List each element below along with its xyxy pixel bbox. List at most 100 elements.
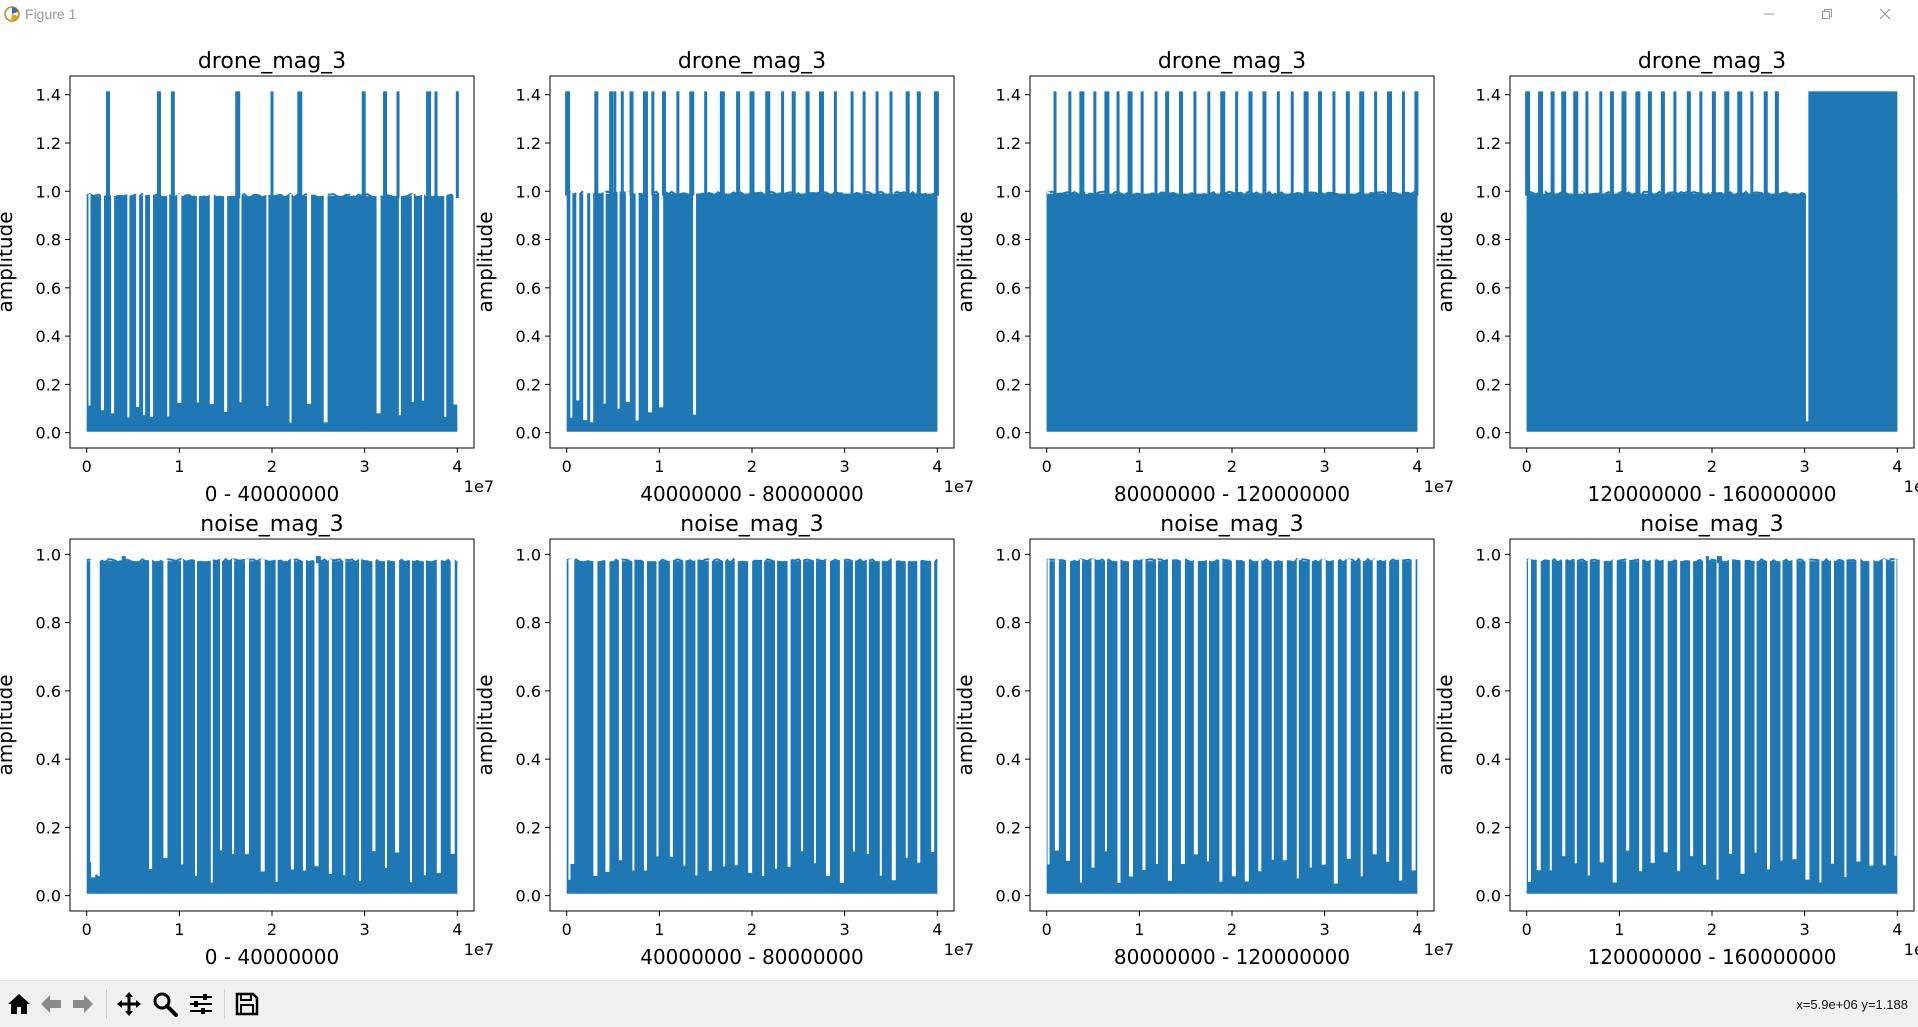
signal-dip [1587,559,1590,876]
figure-canvas[interactable]: 0.0 0.2 0.4 0.6 0.8 1.0 1.2 1.4 0 1 2 3 4 1e7 drone_ma… [0,28,1918,980]
peak-spike [1538,91,1544,196]
signal-dip [209,194,214,405]
signal-dip [411,194,414,402]
peak-spike [455,91,459,199]
x-tick-label: 3 [360,920,370,939]
signal-dip [136,194,140,407]
peak-spike [361,91,366,199]
peak-spike [1359,91,1365,196]
x-tick-label: 3 [840,920,850,939]
peak-spike [1550,91,1555,196]
x-tick-label: 3 [1320,457,1330,476]
y-tick-label: 1.2 [1476,134,1501,153]
peak-spike [736,91,741,196]
close-button[interactable] [1862,0,1908,28]
y-tick-label: 1.0 [1476,182,1501,201]
y-tick-label: 0.8 [36,614,61,633]
back-button[interactable] [34,988,68,1020]
peak-spike [1609,91,1614,196]
signal-dip [149,559,153,870]
peak-spike [791,91,796,196]
peak-spike [1127,91,1133,196]
x-tick-label: 3 [1800,920,1810,939]
signal-dip [1142,559,1146,871]
y-tick-label: 0.6 [1476,279,1501,298]
signal-dip [605,559,610,872]
navigation-toolbar: x=5.9e+06 y=1.188 [0,980,1918,1027]
signal-dip [723,559,726,867]
signal-dip [708,559,712,871]
x-tick-label: 4 [1892,920,1902,939]
signal-dip [1677,559,1681,872]
signal-dip [163,559,168,858]
x-offset-label: 1e7 [1904,477,1918,496]
signal-body [1526,561,1898,893]
zoom-icon [153,992,178,1017]
signal-dip [618,559,622,861]
subplot-title: noise_mag_3 [1640,512,1783,537]
y-tick-label: 1.0 [996,545,1021,564]
y-tick-label: 0.4 [1476,327,1501,346]
signal-dip [1716,559,1719,880]
peak-spike [1220,91,1226,196]
save-button[interactable] [230,988,264,1020]
signal-dip [643,559,647,871]
signal-dip [1372,559,1377,855]
signal-dip [825,559,830,876]
x-tick-label: 2 [267,920,277,939]
signal-dip [88,194,91,406]
signal-dip [1411,559,1416,871]
signal-dip [693,191,697,415]
signal-dip [1258,559,1262,872]
peak-spike [781,91,785,196]
peak-spike [315,556,321,564]
x-tick-label: 3 [1320,920,1330,939]
peak-spike [1724,91,1730,196]
dense-segment [1046,193,1418,431]
signal-dip [423,559,426,876]
configure-subplots-button[interactable] [184,988,218,1020]
y-axis-label: amplitude [953,674,977,775]
signal-dip [409,559,412,883]
signal-dip [1729,559,1733,854]
peak-spike [609,91,614,196]
y-tick-label: 0.0 [516,424,541,443]
peak-spike [818,91,824,196]
peak-spike [933,91,939,196]
signal-dip [220,559,223,851]
signal-dip [1869,559,1874,866]
signal-dip [1819,559,1822,883]
signal-dip [814,559,817,864]
y-tick-label: 0.4 [996,750,1021,769]
pan-button[interactable] [112,988,146,1020]
series-amplitude [86,91,459,432]
signal-dip [1612,559,1617,883]
zoom-button[interactable] [148,988,182,1020]
signal-dip [1844,559,1847,878]
back-icon [41,995,61,1013]
home-button[interactable] [2,988,36,1020]
forward-button[interactable] [66,988,100,1020]
signal-dip [1309,559,1312,868]
peak-spike [651,91,655,196]
y-tick-label: 1.2 [36,134,61,153]
y-tick-label: 0.4 [996,327,1021,346]
x-tick-label: 4 [932,920,942,939]
peak-spike [1387,91,1393,196]
y-axis-label: amplitude [0,211,17,312]
signal-dip [244,559,249,855]
y-tick-label: 0.6 [996,682,1021,701]
signal-dip [328,559,332,874]
signal-dip [372,559,376,852]
x-tick-label: 1 [1614,920,1624,939]
signal-dip [852,559,855,852]
signal-dip [1527,559,1531,882]
minimize-button[interactable] [1746,0,1792,28]
restore-button[interactable] [1804,0,1850,28]
y-tick-label: 1.4 [516,86,541,105]
dense-segment [1526,193,1805,431]
peak-spike [1711,91,1716,196]
x-tick-label: 2 [1707,457,1717,476]
y-tick-label: 0.6 [36,279,61,298]
x-tick-label: 0 [82,920,92,939]
